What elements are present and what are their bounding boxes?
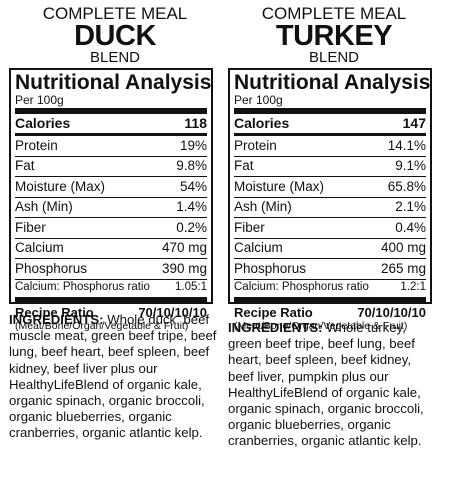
turkey-analysis-title: Nutritional Analysis [234, 71, 431, 94]
duck-calories-label: Calories [15, 115, 71, 131]
duck-calories-row: Calories 118 [15, 114, 207, 136]
duck-nutrient-value: 9.8% [176, 158, 207, 173]
duck-column: COMPLETE MEAL DUCK BLEND Nutritional Ana… [9, 0, 221, 440]
turkey-nutrient-value: 0.4% [395, 219, 426, 235]
turkey-nutrient-row: Calcium 400 mg [234, 239, 426, 259]
turkey-ingredients-label: INGREDIENTS: [228, 320, 323, 335]
duck-nutrient-label: Phosphorus [15, 260, 88, 276]
duck-nutrient-label: Ash (Min) [15, 199, 73, 214]
duck-calories-value: 118 [184, 115, 207, 131]
duck-recipe-sub: (Meat/Bone/Organ/Vegetable & Fruit) [15, 319, 189, 332]
duck-nutrient-row: Moisture (Max) 54% [15, 177, 207, 198]
duck-per-serving: Per 100g [15, 94, 207, 114]
turkey-ratio-row: Calcium: Phosphorus ratio 1.2:1 [234, 280, 426, 302]
duck-ingredients: INGREDIENTS: Whole duck, beef muscle mea… [9, 312, 221, 442]
duck-subtitle-top: COMPLETE MEAL [42, 4, 188, 23]
duck-nutrient-value: 470 mg [161, 240, 207, 255]
duck-nutrient-row: Fat 9.8% [15, 157, 207, 177]
duck-analysis-title: Nutritional Analysis [15, 71, 212, 94]
turkey-per-serving: Per 100g [234, 94, 426, 114]
turkey-recipe-value: 70/10/10/10 [357, 304, 426, 320]
duck-ratio-row: Calcium: Phosphorus ratio 1.05:1 [15, 280, 207, 302]
turkey-calories-label: Calories [234, 115, 290, 131]
turkey-subtitle-bottom: BLEND [308, 49, 360, 66]
duck-recipe-label: Recipe Ratio [15, 304, 94, 320]
turkey-nutrient-label: Fat [234, 158, 254, 173]
turkey-nutrient-label: Protein [234, 137, 277, 153]
duck-ingredients-label: INGREDIENTS: [9, 312, 104, 327]
turkey-recipe-sub: (Meat/Bone/Organ/Vegetable & Fruit) [234, 319, 408, 332]
turkey-calories-value: 147 [402, 115, 426, 131]
duck-subtitle-bottom: BLEND [89, 49, 141, 66]
duck-ingredients-text: Whole duck, beef muscle meat, green beef… [9, 312, 217, 441]
turkey-column: COMPLETE MEAL TURKEY BLEND Nutritional A… [228, 0, 440, 448]
duck-nutrient-value: 54% [179, 178, 207, 194]
duck-recipe-value: 70/10/10/10 [138, 304, 207, 320]
duck-title: DUCK [74, 20, 156, 52]
duck-ratio-value: 1.05:1 [175, 280, 207, 293]
duck-ratio-label: Calcium: Phosphorus ratio [15, 280, 150, 293]
turkey-nutrient-value: 400 mg [380, 240, 426, 255]
turkey-nutrient-label: Ash (Min) [234, 199, 292, 214]
turkey-recipe-label: Recipe Ratio [234, 304, 313, 320]
turkey-nutrition-panel: Nutritional Analysis Per 100g Calories 1… [228, 68, 432, 332]
turkey-nutrient-row: Moisture (Max) 65.8% [234, 177, 426, 198]
turkey-calories-row: Calories 147 [234, 114, 426, 136]
duck-nutrient-value: 0.2% [176, 219, 207, 235]
duck-nutrient-value: 1.4% [176, 199, 207, 214]
turkey-nutrient-row: Fiber 0.4% [234, 218, 426, 239]
turkey-nutrient-row: Fat 9.1% [234, 157, 426, 177]
turkey-nutrient-label: Calcium [234, 240, 283, 255]
turkey-nutrient-row: Phosphorus 265 mg [234, 259, 426, 280]
turkey-nutrient-label: Moisture (Max) [234, 178, 325, 194]
duck-recipe-row: Recipe Ratio 70/10/10/10 [15, 304, 207, 320]
turkey-title: TURKEY [275, 20, 393, 52]
turkey-ratio-label: Calcium: Phosphorus ratio [234, 280, 369, 293]
turkey-nutrient-row: Protein 14.1% [234, 136, 426, 157]
turkey-ingredients: INGREDIENTS: Whole turkey, green beef tr… [228, 320, 440, 450]
turkey-ingredients-text: Whole turkey, green beef tripe, beef lun… [228, 320, 424, 449]
duck-nutrient-row: Phosphorus 390 mg [15, 259, 207, 280]
duck-nutrient-value: 19% [179, 137, 207, 153]
duck-nutrient-label: Calcium [15, 240, 64, 255]
turkey-nutrient-row: Ash (Min) 2.1% [234, 198, 426, 218]
duck-nutrient-value: 390 mg [161, 260, 207, 276]
turkey-nutrient-value: 9.1% [395, 158, 426, 173]
duck-nutrient-label: Protein [15, 137, 58, 153]
duck-nutrient-row: Calcium 470 mg [15, 239, 207, 259]
turkey-nutrient-label: Phosphorus [234, 260, 307, 276]
turkey-nutrient-value: 265 mg [380, 260, 426, 276]
duck-nutrient-label: Moisture (Max) [15, 178, 106, 194]
turkey-subtitle-top: COMPLETE MEAL [261, 4, 407, 23]
duck-nutrition-panel: Nutritional Analysis Per 100g Calories 1… [9, 68, 213, 332]
duck-nutrient-row: Fiber 0.2% [15, 218, 207, 239]
turkey-nutrient-value: 2.1% [395, 199, 426, 214]
duck-nutrient-row: Protein 19% [15, 136, 207, 157]
turkey-nutrient-value: 14.1% [387, 137, 426, 153]
duck-nutrient-label: Fiber [15, 219, 46, 235]
turkey-header: COMPLETE MEAL TURKEY BLEND [228, 0, 440, 67]
duck-nutrient-row: Ash (Min) 1.4% [15, 198, 207, 218]
turkey-ratio-value: 1.2:1 [400, 280, 426, 293]
turkey-nutrient-value: 65.8% [387, 178, 426, 194]
turkey-recipe-row: Recipe Ratio 70/10/10/10 [234, 304, 426, 320]
turkey-nutrient-label: Fiber [234, 219, 265, 235]
duck-header: COMPLETE MEAL DUCK BLEND [9, 0, 221, 67]
duck-nutrient-label: Fat [15, 158, 35, 173]
